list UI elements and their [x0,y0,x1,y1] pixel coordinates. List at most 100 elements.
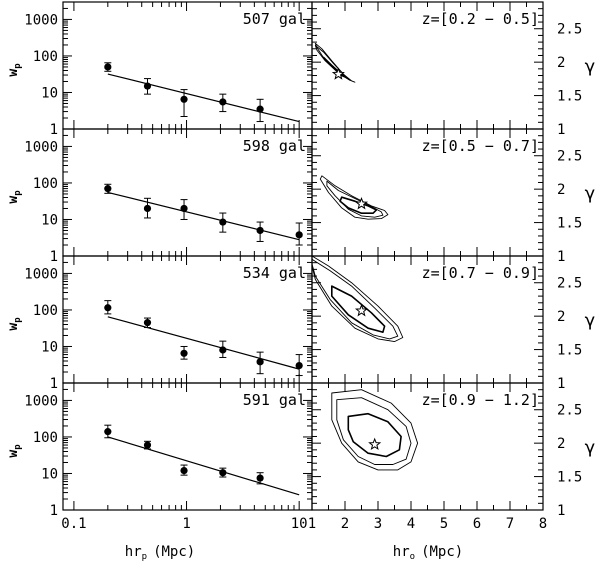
y-tick-label: 1 [557,122,565,138]
y-tick-label: 1 [557,376,565,392]
y-tick-label: 2 [557,55,565,71]
data-point [143,204,152,213]
data-point [256,358,264,366]
y-tick-label: 2.5 [557,276,582,292]
y-tick-label: 100 [33,303,58,319]
contours [314,42,356,83]
data-point [256,105,264,113]
count-label: 507 gal [243,10,306,28]
x-tick-label: 6 [473,516,481,532]
contour-2 [326,180,384,218]
y-tick-label: 1.5 [557,89,582,105]
right-y-label: γ [585,310,596,331]
contour-3 [347,412,402,458]
x-tick-label: 1 [182,516,190,532]
contours [331,389,419,471]
z-range-label: z=[0.7 − 0.9] [422,264,539,282]
contours [312,256,404,343]
axis-labels: hrp (Mpc) hro (Mpc) [125,544,463,562]
count-label: 534 gal [243,264,306,282]
left-y-label-main: w [6,196,21,204]
y-tick-label: 2 [557,436,565,452]
y-tick-label: 1000 [24,266,58,282]
left-y-label-sub: p [13,63,23,69]
y-tick-label: 1 [50,249,58,265]
y-tick-label: 10 [41,466,58,482]
data-point [180,466,188,475]
y-tick-label: 100 [33,430,58,446]
right-y-label: γ [585,437,596,458]
y-tick-label: 10 [41,212,58,228]
y-tick-label: 1.5 [557,470,582,486]
contours [319,175,389,220]
data-point [143,441,152,449]
z-range-label: z=[0.2 − 0.5] [422,10,539,28]
y-tick-label: 100 [33,176,58,192]
x-tick-label: 3 [374,516,382,532]
left-y-label-main: w [6,450,21,458]
x-tick-label: 1 [308,516,316,532]
data-point [104,63,112,71]
y-tick-label: 2 [557,309,565,325]
best-fit-star [354,303,369,317]
data-point [256,226,264,235]
contour-1 [312,256,404,343]
y-tick-label: 1 [557,249,565,265]
y-tick-label: 10 [41,85,58,101]
data-point [219,98,227,106]
best-fit-star [368,437,382,451]
panel-1: 1 10 100 1000 wp 507 gal 1 1.5 2 2.5 γ z=[0.2 − 0.5… [6,1,596,138]
x-tick-label: 10 [291,516,308,532]
y-tick-label: 1 [50,376,58,392]
fit-line [107,436,300,496]
contour-3 [322,56,346,78]
left-x-label: hrp (Mpc) [125,544,195,562]
left-y-label: wp [6,190,23,204]
best-fit-star [331,67,345,80]
right-x-label-unit: (Mpc) [421,544,463,560]
left-y-label: wp [6,63,23,77]
contour-1 [314,42,356,83]
best-fit-star [354,197,369,210]
right-x-label: hro (Mpc) [393,544,463,562]
count-label: 591 gal [243,391,306,409]
y-tick-label: 2 [557,182,565,198]
contour-2 [314,44,351,81]
data-point [256,474,264,482]
contour-2 [312,258,399,340]
data-point [219,469,227,477]
fit-line [107,73,300,123]
data-point [180,204,188,213]
y-tick-label: 10 [41,339,58,355]
x-tick-label: 8 [539,516,547,532]
data-point [104,304,112,312]
data-point [180,349,188,357]
x-tick-label: 0.1 [61,516,86,532]
count-label: 598 gal [243,137,306,155]
y-tick-label: 1.5 [557,216,582,232]
fit-line [107,316,300,370]
x-tick-label: 7 [506,516,514,532]
fit-line [107,191,300,241]
contour-1 [331,389,419,471]
right-y-label: γ [585,183,596,204]
x-tick-label: 2 [341,516,349,532]
y-tick-label: 2.5 [557,149,582,165]
left-y-label-sub: p [13,317,23,323]
right-y-label: γ [585,56,596,77]
contour-3 [331,285,386,333]
panel-3: 1 10 100 1000 wp 534 gal 1 1.5 2 2.5 γ z=[0.7 − 0.9… [6,255,596,392]
y-tick-label: 1000 [24,393,58,409]
y-tick-label: 1 [557,503,565,519]
data-point [104,185,112,193]
y-tick-label: 2.5 [557,403,582,419]
left-x-label-sub: p [142,552,147,562]
data-point [180,95,188,103]
contour-2 [336,397,412,465]
data-point [219,218,227,226]
left-y-label-sub: p [13,444,23,450]
data-point [295,231,303,239]
data-point [219,346,227,354]
